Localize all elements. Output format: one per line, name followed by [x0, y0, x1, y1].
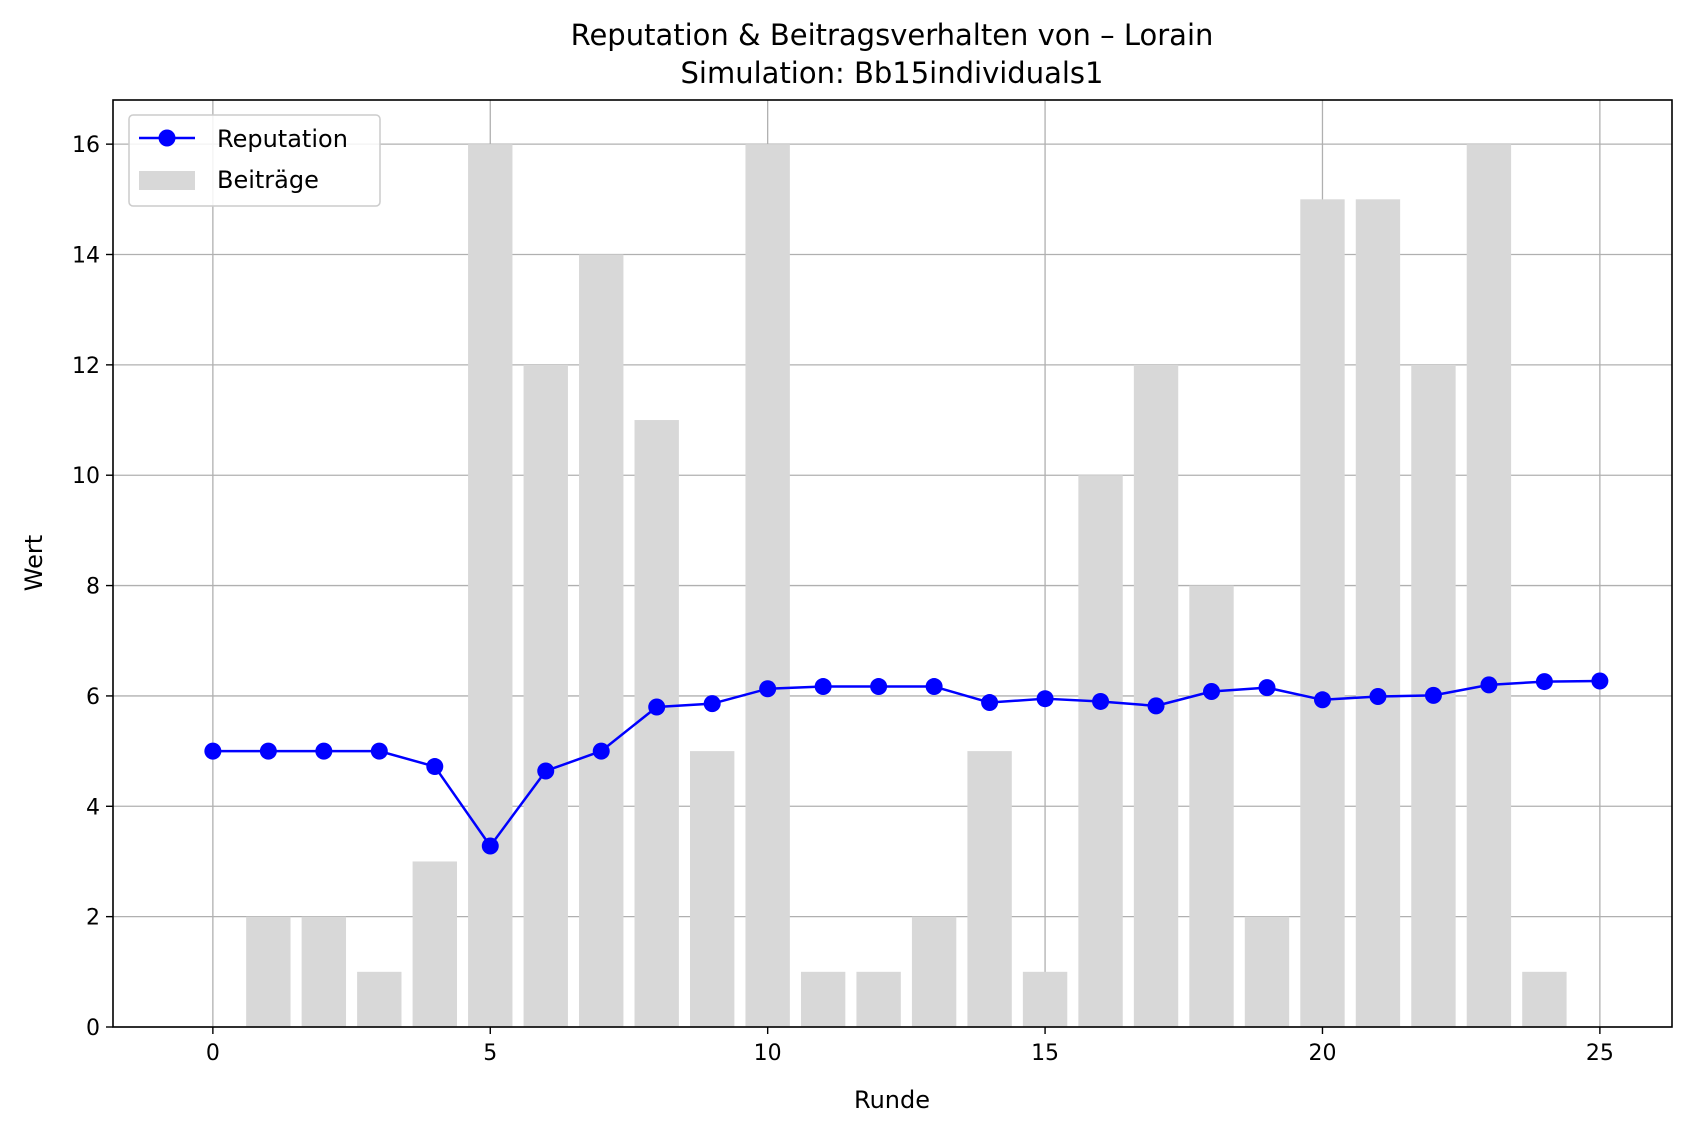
- x-tick-label: 15: [1031, 1041, 1059, 1066]
- bar-beitraege: [579, 254, 624, 1027]
- bar-beitraege: [357, 971, 402, 1027]
- chart-subtitle: Simulation: Bb15individuals1: [681, 56, 1104, 90]
- legend-reputation-marker: [158, 129, 176, 147]
- reputation-point: [870, 678, 888, 696]
- reputation-point: [981, 694, 999, 712]
- bar-beitraege: [856, 971, 901, 1027]
- y-tick-label: 8: [86, 575, 100, 600]
- bar-beitraege: [911, 916, 957, 1027]
- bar-beitraege: [967, 751, 1012, 1027]
- bar-beitraege: [1022, 971, 1068, 1027]
- x-axis-label: Runde: [854, 1086, 930, 1114]
- x-tick-label: 20: [1308, 1041, 1336, 1066]
- axes-layer: 0 5 10 15 20 25 0 2 4 6 8 10 12 14 16: [72, 99, 1673, 1066]
- reputation-point: [925, 678, 943, 696]
- bar-beitraege: [800, 971, 846, 1027]
- reputation-point: [1424, 686, 1442, 704]
- x-tick-label: 10: [754, 1041, 782, 1066]
- reputation-point: [648, 698, 666, 716]
- reputation-point: [759, 680, 777, 698]
- y-tick-label: 0: [86, 1016, 100, 1041]
- bar-beitraege: [1133, 364, 1179, 1027]
- bar-beitraege: [246, 916, 291, 1027]
- chart-title: Reputation & Beitragsverhalten von – Lor…: [571, 18, 1214, 52]
- reputation-point: [1147, 697, 1165, 715]
- legend-beitraege-label: Beiträge: [217, 166, 319, 194]
- reputation-point: [537, 762, 555, 780]
- reputation-point: [1313, 691, 1331, 709]
- reputation-point: [814, 678, 832, 696]
- y-tick-label: 16: [72, 133, 100, 158]
- bar-beitraege: [1189, 585, 1234, 1027]
- y-tick-label: 10: [72, 464, 100, 489]
- bar-beitraege: [412, 861, 457, 1027]
- reputation-point: [1258, 679, 1276, 697]
- legend: Reputation Beiträge: [128, 114, 381, 207]
- reputation-point: [1369, 687, 1387, 705]
- plot-frame: [112, 99, 1673, 1028]
- bar-beitraege: [301, 916, 347, 1027]
- line-layer: [204, 672, 1609, 855]
- y-tick-label: 12: [72, 354, 100, 379]
- legend-beitraege-swatch: [139, 171, 195, 190]
- bar-beitraege: [1300, 199, 1345, 1028]
- x-tick-label: 5: [483, 1041, 497, 1066]
- x-tick-label: 0: [206, 1041, 220, 1066]
- bar-beitraege: [745, 144, 790, 1028]
- reputation-point: [370, 742, 388, 760]
- y-axis-label: Wert: [20, 535, 48, 591]
- bar-beitraege: [468, 144, 513, 1028]
- bar-beitraege: [1522, 971, 1567, 1027]
- reputation-line: [212, 679, 1600, 848]
- bars-layer: [246, 144, 1567, 1028]
- legend-reputation-label: Reputation: [217, 125, 348, 153]
- reputation-point: [1036, 690, 1054, 708]
- reputation-point: [315, 742, 333, 760]
- bar-beitraege: [523, 364, 568, 1027]
- bar-beitraege: [1244, 916, 1290, 1027]
- reputation-point: [1535, 673, 1553, 691]
- bar-beitraege: [689, 751, 735, 1027]
- y-tick-label: 6: [86, 685, 100, 710]
- bar-beitraege: [634, 420, 679, 1027]
- bar-beitraege: [1078, 475, 1123, 1027]
- bar-beitraege: [1355, 199, 1401, 1028]
- reputation-point: [259, 742, 277, 760]
- reputation-point: [204, 742, 222, 760]
- reputation-point: [1591, 672, 1609, 690]
- x-tick-label: 25: [1586, 1041, 1614, 1066]
- y-tick-label: 4: [86, 795, 100, 820]
- y-tick-label: 2: [86, 906, 100, 931]
- y-tick-label: 14: [72, 244, 100, 269]
- reputation-point: [426, 758, 444, 776]
- reputation-point: [592, 742, 610, 760]
- reputation-point: [703, 695, 721, 713]
- reputation-point: [481, 837, 499, 855]
- reputation-point: [1480, 676, 1498, 694]
- bar-beitraege: [1466, 144, 1512, 1028]
- reputation-point: [1203, 683, 1221, 701]
- reputation-point: [1092, 692, 1110, 710]
